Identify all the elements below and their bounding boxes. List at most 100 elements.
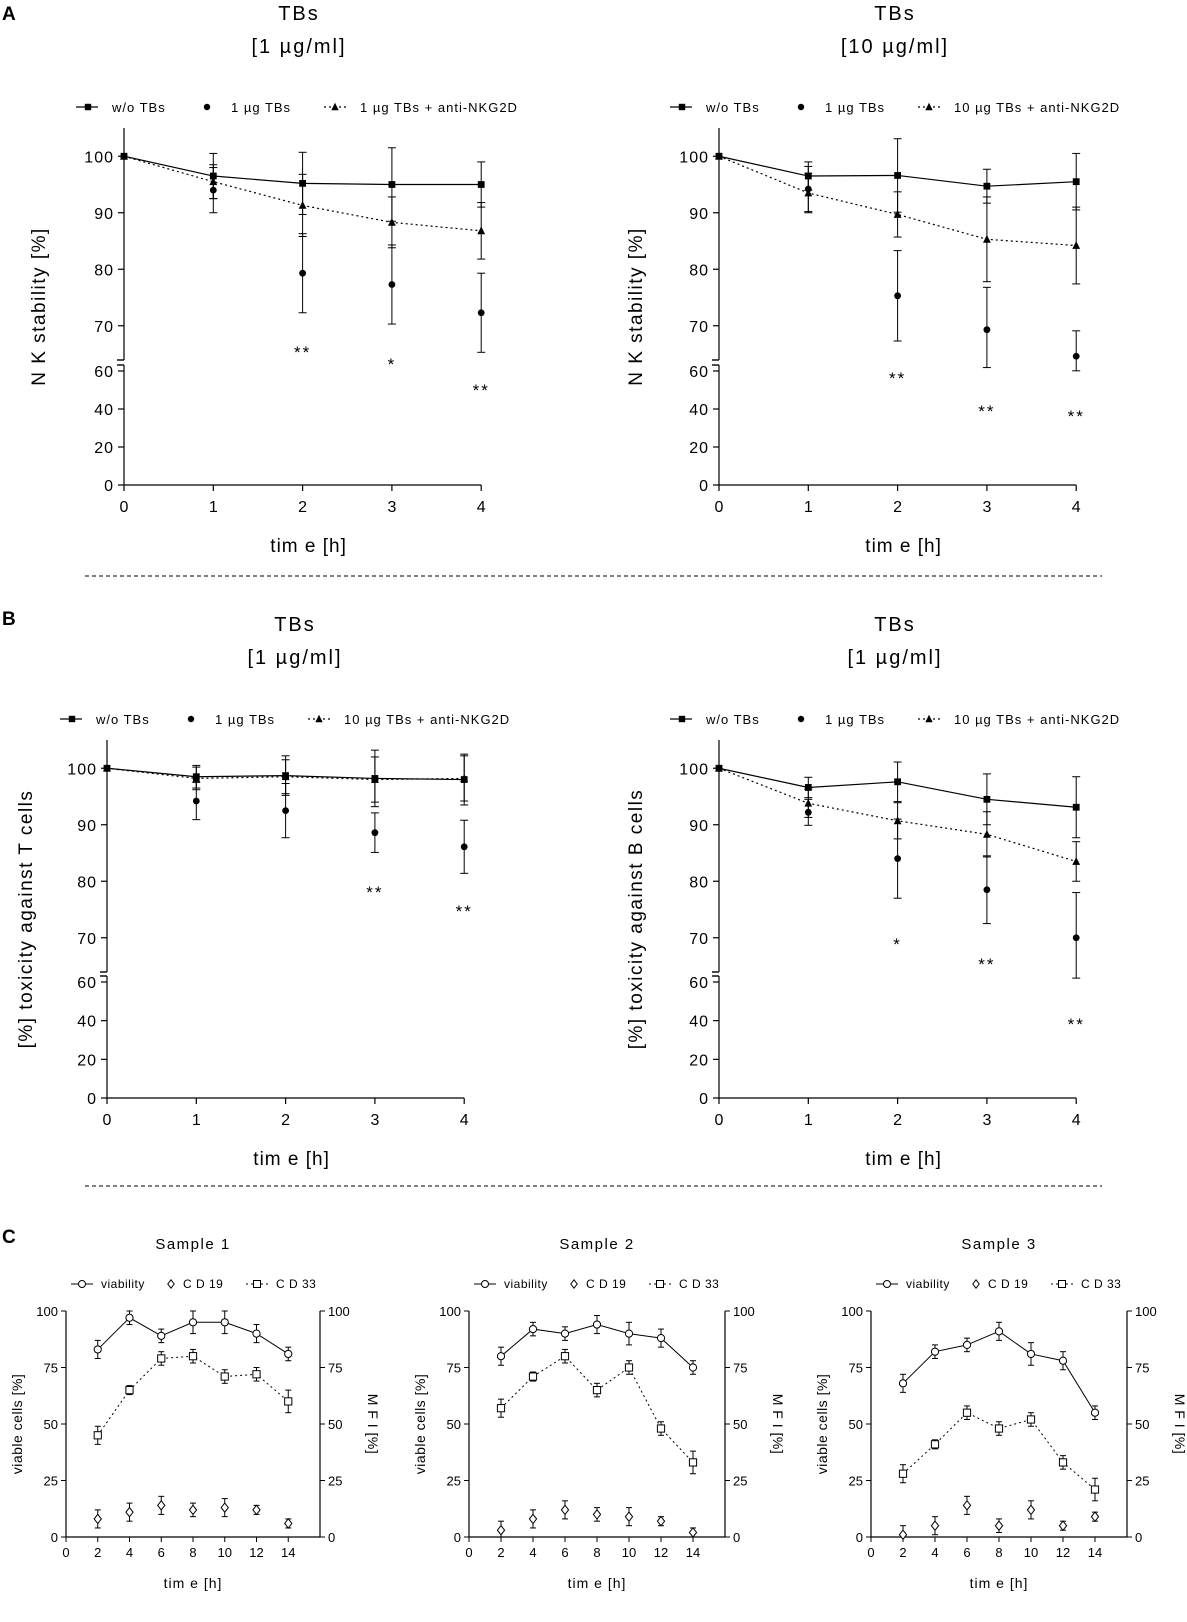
x-tick-label: 4	[1072, 499, 1081, 516]
legend-marker-square	[678, 715, 686, 723]
x-axis-title: tim e [h]	[865, 1149, 942, 1170]
series-line	[500, 1355, 694, 1463]
x-axis-title: tim e [h]	[270, 536, 347, 557]
y-tick-label-left: 0	[51, 1530, 58, 1545]
y-tick-label-left: 50	[447, 1417, 461, 1432]
charts-layer: TBs [1 µg/ml] w/o TBs 1 µg TBs 1 µg TBs + an…	[9, 3, 1187, 1591]
legend-label-1: w/o TBs	[705, 712, 760, 727]
legend-label-2: 1 µg TBs	[825, 712, 885, 727]
y-tick-label-left: 0	[454, 1530, 461, 1545]
y-tick-label: 90	[689, 206, 709, 223]
data-point	[893, 210, 902, 218]
chart-A2: TBs [10 µg/ml] w/o TBs 1 µg TBs 10 µg TBs + …	[626, 3, 1120, 557]
y-tick-label-right: 100	[733, 1304, 755, 1319]
y-tick-label-left: 0	[856, 1530, 863, 1545]
legend-marker-circle-open	[481, 1280, 489, 1288]
legend-label-3: 10 µg TBs + anti-NKG2D	[954, 100, 1120, 115]
x-tick-label: 2	[893, 499, 902, 516]
data-point	[496, 1404, 506, 1413]
data-point	[284, 1518, 293, 1529]
significance-mark: **	[889, 369, 906, 388]
data-point	[1072, 803, 1080, 811]
y-tick-label: 60	[689, 975, 709, 992]
data-point	[894, 172, 901, 179]
legend-marker-circle	[797, 715, 805, 723]
y-tick-label: 0	[699, 1091, 709, 1108]
data-point	[1090, 1511, 1100, 1523]
data-point	[496, 1352, 506, 1361]
x-tick-label: 1	[192, 1112, 201, 1129]
data-point	[460, 774, 469, 782]
y-tick-label: 40	[689, 1014, 709, 1031]
y-tick-label: 20	[689, 440, 709, 457]
y-tick-label-right: 50	[733, 1417, 747, 1432]
data-point	[962, 1499, 972, 1511]
data-point	[1026, 1504, 1036, 1516]
legend-marker-diamond-open	[972, 1278, 980, 1290]
y-tick-label: 80	[94, 262, 114, 279]
data-point	[930, 1347, 940, 1356]
x-tick-label: 3	[982, 499, 991, 516]
y-tick-label: 20	[94, 440, 114, 457]
legend-marker-diamond-open	[570, 1278, 578, 1290]
series-2	[103, 755, 469, 803]
y-tick-label: 90	[689, 818, 709, 835]
x-tick-label: 2	[298, 499, 307, 516]
data-point	[371, 829, 379, 837]
x-tick-label: 4	[460, 1112, 469, 1129]
x-tick-label: 2	[94, 1545, 101, 1560]
x-tick-label: 4	[477, 499, 486, 516]
data-point	[192, 797, 200, 805]
data-point	[284, 1397, 293, 1406]
y-tick-label-right: 0	[328, 1530, 335, 1545]
y-tick-label: 70	[689, 931, 709, 948]
series-0	[898, 1321, 1100, 1420]
x-tick-label: 10	[1024, 1545, 1038, 1560]
y-tick-label: 40	[689, 402, 709, 419]
data-point	[1090, 1485, 1100, 1494]
data-point	[894, 292, 901, 300]
x-tick-label: 12	[1056, 1545, 1070, 1560]
x-tick-label: 10	[622, 1545, 636, 1560]
y-tick-label-right: 100	[1135, 1304, 1157, 1319]
y-tick-label-left: 50	[849, 1417, 863, 1432]
chart-title: Sample 1	[155, 1236, 230, 1253]
data-point	[93, 1513, 102, 1525]
data-point	[804, 798, 813, 807]
x-tick-label: 2	[281, 1112, 290, 1129]
x-tick-label: 10	[218, 1545, 232, 1560]
x-tick-label: 3	[387, 499, 396, 516]
data-point	[592, 1386, 602, 1395]
y-tick-label-left: 75	[849, 1361, 863, 1376]
data-point	[528, 1513, 538, 1525]
data-point	[388, 217, 396, 226]
data-point	[284, 1349, 293, 1359]
data-point	[209, 177, 218, 186]
data-point	[188, 1318, 198, 1327]
chart-title-line2: [1 µg/ml]	[251, 36, 346, 58]
significance-mark: **	[294, 343, 311, 362]
data-point	[157, 1499, 166, 1511]
data-point	[1026, 1349, 1036, 1359]
series-0	[715, 761, 1081, 839]
data-point	[656, 1424, 666, 1433]
significance-mark: **	[366, 883, 383, 902]
x-tick-label: 0	[62, 1545, 69, 1560]
data-point	[983, 886, 991, 894]
legend-label-1: w/o TBs	[705, 100, 760, 115]
data-point	[157, 1354, 166, 1363]
chart-title-line2: [1 µg/ml]	[247, 647, 342, 669]
y-tick-label: 100	[679, 149, 709, 166]
data-point	[1026, 1415, 1036, 1424]
data-point	[460, 843, 468, 851]
data-point	[528, 1324, 538, 1334]
legend-marker-square-open	[656, 1280, 664, 1288]
data-point	[1058, 1520, 1068, 1532]
data-point	[477, 309, 485, 317]
y-tick-label-left: 50	[44, 1417, 58, 1432]
x-tick-label: 2	[497, 1545, 504, 1560]
data-point	[120, 151, 128, 160]
legend-marker-circle	[797, 103, 805, 111]
data-point	[477, 226, 486, 235]
